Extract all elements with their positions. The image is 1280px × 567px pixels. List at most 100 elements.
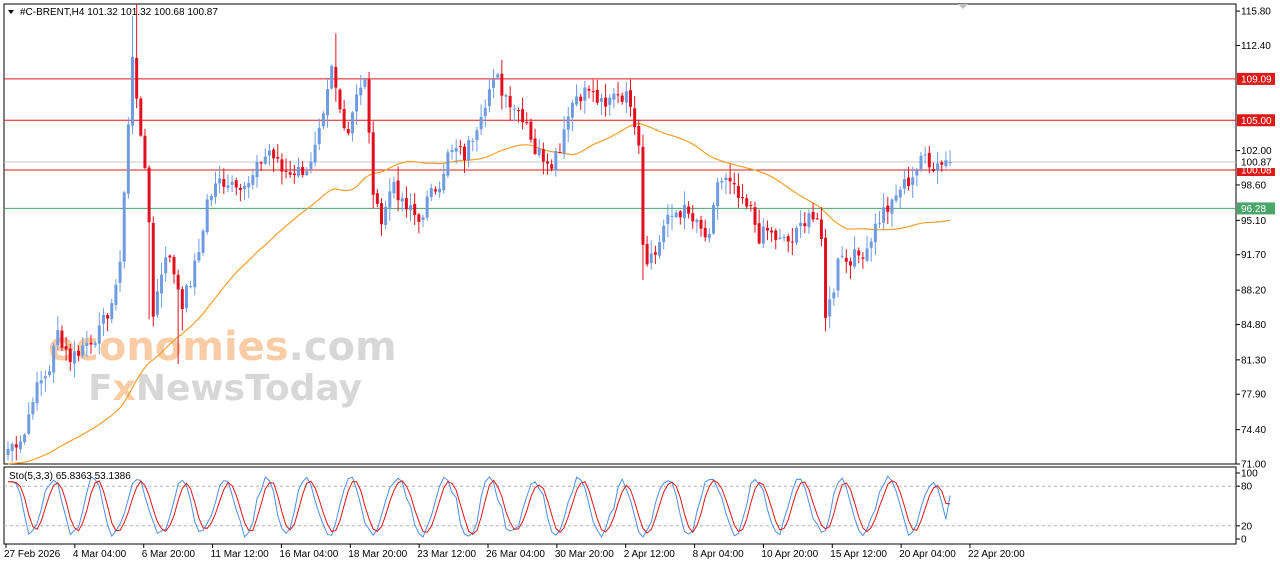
candle-body	[64, 346, 68, 350]
candle-body	[276, 157, 280, 159]
candle	[251, 168, 255, 190]
candle	[64, 336, 68, 361]
candle	[745, 194, 749, 209]
price-tick-label: 77.90	[1241, 390, 1266, 401]
candle-body	[371, 132, 375, 195]
candle-body	[886, 205, 890, 212]
candle	[475, 126, 479, 152]
candle	[591, 79, 595, 103]
candle	[433, 186, 437, 195]
time-tick-label: 16 Mar 04:00	[279, 549, 338, 560]
candle	[160, 262, 164, 308]
symbol-ohlc-readout: #C-BRENT,H4 101.32 101.32 100.68 100.87	[20, 7, 218, 18]
candle	[612, 88, 616, 109]
level-tag-3-bg	[1237, 202, 1275, 215]
candle	[238, 183, 242, 202]
candle	[848, 257, 852, 280]
candle	[193, 253, 197, 296]
candle-body	[612, 93, 616, 100]
candle-body	[292, 173, 296, 176]
candle-body	[732, 182, 736, 185]
candle	[811, 202, 815, 223]
triangle-down-icon[interactable]	[8, 10, 14, 14]
candle	[504, 93, 508, 108]
candle-body	[558, 152, 562, 154]
candle-body	[819, 219, 823, 240]
candle-body	[305, 171, 309, 176]
price-tick-label: 71.00	[1241, 460, 1266, 471]
candle-body	[404, 198, 408, 210]
candle-body	[259, 162, 263, 164]
candle	[93, 341, 97, 348]
candle	[421, 214, 425, 228]
candle	[400, 192, 404, 212]
candle-body	[438, 188, 442, 193]
candle-body	[707, 234, 711, 239]
candle-body	[355, 94, 359, 112]
candle	[836, 257, 840, 298]
chart-header[interactable]: #C-BRENT,H4 101.32 101.32 100.68 100.87	[8, 7, 218, 18]
candle	[230, 175, 234, 192]
time-tick-label: 18 Mar 20:00	[348, 549, 407, 560]
candle	[840, 246, 844, 259]
candle	[716, 177, 720, 220]
candle-body	[716, 182, 720, 207]
candle-body	[429, 187, 433, 197]
candle	[757, 209, 761, 245]
candle	[458, 139, 462, 155]
candle-body	[238, 187, 242, 190]
candle-body	[645, 243, 649, 265]
candle-body	[168, 255, 172, 258]
candle-body	[699, 219, 703, 229]
candle-body	[923, 154, 927, 156]
candle-body	[396, 180, 400, 201]
candle	[666, 204, 670, 238]
candle-body	[720, 180, 724, 183]
candle-body	[741, 196, 745, 199]
candle	[56, 316, 60, 350]
candle-body	[89, 342, 93, 345]
candle	[587, 85, 591, 99]
candle	[126, 117, 130, 199]
candle-body	[728, 177, 732, 182]
candle-body	[521, 109, 525, 123]
candle-body	[106, 315, 110, 319]
candle-body	[579, 96, 583, 102]
candle-body	[85, 342, 89, 346]
candle	[645, 235, 649, 267]
candle-body	[811, 211, 815, 220]
time-tick-label: 11 Mar 12:00	[211, 549, 270, 560]
candle-body	[363, 78, 367, 87]
current-price-tag-label: 100.87	[1241, 158, 1272, 169]
candle	[537, 139, 541, 158]
current-price-tag: 100.87	[1237, 156, 1275, 169]
candle-body	[844, 257, 848, 262]
candle	[824, 229, 828, 332]
candle-body	[284, 170, 288, 172]
candle	[508, 86, 512, 121]
candle	[338, 88, 342, 114]
candle	[795, 225, 798, 246]
candle-body	[770, 230, 774, 233]
candle	[18, 435, 22, 454]
candle	[77, 345, 81, 362]
candle-body	[629, 90, 632, 107]
candle	[541, 142, 545, 175]
candle-body	[487, 89, 491, 107]
candle	[471, 138, 475, 152]
candle	[52, 342, 56, 384]
candle-body	[649, 253, 653, 264]
candle	[691, 205, 695, 229]
candle-body	[836, 258, 840, 291]
price-tick-label: 115.80	[1241, 7, 1271, 18]
chart-shift-marker-icon[interactable]	[958, 4, 968, 9]
candle-body	[778, 237, 782, 239]
candle-body	[795, 227, 798, 243]
candle-body	[247, 183, 251, 188]
candle-body	[101, 314, 105, 324]
candle	[753, 201, 757, 233]
candle-body	[815, 218, 819, 220]
candle-body	[143, 135, 147, 169]
price-axis: 115.80 112.40 102.00 98.60 95.10 91.70 88.20 84…	[1236, 7, 1272, 471]
